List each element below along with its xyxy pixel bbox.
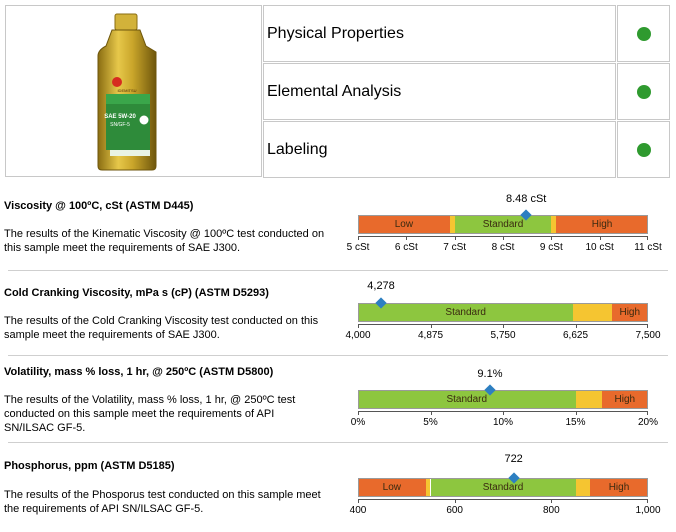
section-title: Volatility, mass % loss, 1 hr, @ 250ºC (…	[4, 366, 274, 378]
section-separator	[8, 355, 668, 356]
section-title: Cold Cranking Viscosity, mPa s (cP) (AST…	[4, 287, 269, 299]
bar-segment-caution	[575, 478, 590, 497]
axis-tick-label: 5,750	[490, 330, 516, 341]
axis-tick	[551, 499, 553, 503]
value-label: 4,278	[367, 280, 395, 292]
section-separator	[8, 270, 668, 271]
status-cell-elemental	[617, 63, 670, 120]
axis-tick-label: 4,875	[417, 330, 444, 341]
value-label: 8.48 cSt	[506, 193, 547, 205]
axis-tick-label: 800	[542, 505, 560, 516]
section-title: Viscosity @ 100ºC, cSt (ASTM D445)	[4, 200, 194, 212]
axis-tick	[358, 411, 359, 415]
axis-tick-label: 9 cSt	[539, 242, 563, 253]
bar-segment-standard: Standard	[430, 478, 576, 497]
bar-segment-caution	[551, 215, 557, 234]
property-row-labeling: Labeling	[263, 121, 616, 178]
axis-tick	[430, 411, 432, 415]
section-description: The results of the Phosporus test conduc…	[4, 489, 321, 515]
property-row-physical: Physical Properties	[263, 5, 616, 62]
axis-tick	[599, 236, 601, 240]
axis-tick	[454, 236, 456, 240]
bar-segment-standard: Standard	[358, 390, 576, 409]
axis-tick-label: 7 cSt	[443, 242, 467, 253]
status-dot-physical	[636, 26, 651, 41]
axis-tick-label: 8 cSt	[491, 242, 515, 253]
status-dot-labeling	[636, 142, 651, 157]
status-cell-physical	[617, 5, 670, 62]
bar-segment-caution	[425, 478, 431, 497]
property-label-physical: Physical Properties	[267, 24, 404, 42]
axis-tick	[503, 411, 504, 415]
axis-tick	[647, 324, 648, 328]
axis-tick-label: 5 cSt	[346, 242, 370, 253]
axis-tick	[503, 236, 504, 240]
bottle-spec: SN/GF-5	[110, 122, 130, 128]
bar-segment-caution	[575, 390, 602, 409]
property-row-elemental: Elemental Analysis	[263, 63, 616, 120]
section-title: Phosphorus, ppm (ASTM D5185)	[4, 460, 175, 472]
oil-bottle-image: IDEMITSU SAE 5W-20 SN/GF-5	[97, 13, 157, 171]
value-label: 722	[504, 453, 523, 465]
range-bar: Standard High	[358, 390, 648, 409]
range-bar: Low Standard High	[358, 215, 648, 234]
axis-tick-label: 15%	[565, 417, 586, 428]
axis-tick	[430, 324, 432, 328]
section-description: The results of the Volatility, mass % lo…	[4, 394, 296, 434]
bar-segment-low: Low	[358, 215, 450, 234]
axis-tick-label: 11 cSt	[634, 242, 662, 253]
axis-tick	[647, 236, 648, 240]
bar-segment-high: High	[611, 303, 648, 322]
section-description: The results of the Cold Cranking Viscosi…	[4, 315, 319, 341]
axis-line	[358, 499, 648, 500]
status-dot-elemental	[636, 84, 651, 99]
bar-segment-caution	[449, 215, 455, 234]
axis-tick-label: 5%	[423, 417, 438, 428]
axis-tick-label: 600	[446, 505, 463, 516]
axis-tick-label: 20%	[637, 417, 659, 428]
range-bar: Low Standard High	[358, 478, 648, 497]
bar-segment-standard: Standard	[454, 215, 552, 234]
axis-tick	[647, 411, 648, 415]
axis-tick	[358, 236, 359, 240]
axis-tick	[358, 499, 359, 503]
range-bar: Standard High	[358, 303, 648, 322]
axis-tick-label: 10%	[492, 417, 514, 428]
axis-tick	[575, 411, 577, 415]
bottle-grade: SAE 5W-20	[104, 114, 136, 120]
status-cell-labeling	[617, 121, 670, 178]
bar-segment-high: High	[590, 478, 648, 497]
section-description: The results of the Kinematic Viscosity @…	[4, 228, 325, 254]
axis-tick	[551, 236, 553, 240]
axis-tick	[406, 236, 408, 240]
axis-tick-label: 6,625	[562, 330, 589, 341]
product-image-cell: IDEMITSU SAE 5W-20 SN/GF-5	[5, 5, 262, 177]
axis-tick-label: 1,000	[635, 505, 661, 516]
axis-tick-label: 400	[349, 505, 367, 516]
property-label-elemental: Elemental Analysis	[267, 82, 402, 100]
bar-segment-high: High	[556, 215, 648, 234]
axis-tick	[575, 324, 577, 328]
bottle-brand: IDEMITSU	[117, 88, 136, 93]
axis-tick	[454, 499, 456, 503]
axis-tick	[358, 324, 359, 328]
bar-segment-standard: Standard	[358, 303, 574, 322]
axis-tick-label: 10 cSt	[585, 242, 614, 253]
axis-tick-label: 7,500	[635, 330, 661, 341]
axis-tick-label: 4,000	[345, 330, 371, 341]
axis-tick	[503, 324, 504, 328]
axis-tick	[647, 499, 648, 503]
bar-segment-high: High	[601, 390, 648, 409]
section-separator	[8, 442, 668, 443]
value-label: 9.1%	[477, 368, 503, 380]
bar-segment-low: Low	[358, 478, 426, 497]
bar-segment-caution	[573, 303, 612, 322]
axis-tick-label: 6 cSt	[394, 242, 418, 253]
axis-tick-label: 0%	[350, 417, 366, 428]
property-label-labeling: Labeling	[267, 140, 328, 158]
